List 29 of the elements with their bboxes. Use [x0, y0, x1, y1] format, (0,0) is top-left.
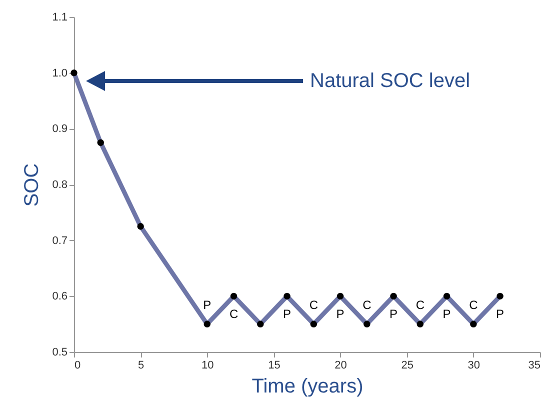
annotation: C — [416, 298, 425, 312]
x-tick-label: 0 — [74, 360, 81, 372]
y-tick-label: 1.0 — [52, 67, 68, 80]
x-tick-label: 10 — [202, 360, 214, 372]
annotation: P — [390, 307, 398, 322]
x-axis-title: Time (years) — [252, 376, 364, 398]
annotation: P — [336, 307, 344, 322]
y-tick-label: 0.8 — [52, 179, 68, 191]
y-tick-label: 0.5 — [52, 346, 68, 358]
annotation: P — [203, 298, 212, 312]
annotation: P — [283, 307, 292, 322]
annotation: P — [442, 307, 451, 322]
annotation: C — [362, 298, 372, 312]
x-tick-label: 5 — [138, 360, 144, 372]
x-tick-label: 15 — [268, 360, 280, 372]
annotation: Natural SOC level — [310, 70, 470, 92]
y-axis-title: SOC — [21, 163, 44, 207]
annotation: C — [229, 307, 238, 322]
x-tick-label: 35 — [528, 360, 540, 372]
y-tick-label: 0.7 — [52, 234, 68, 247]
y-tick-label: 0.6 — [52, 290, 68, 303]
y-tick-label: 0.9 — [52, 123, 68, 136]
annotation: C — [469, 298, 478, 312]
annotation: P — [496, 307, 504, 322]
x-tick-label: 25 — [401, 360, 414, 372]
annotation: C — [309, 298, 318, 312]
x-tick-label: 20 — [334, 360, 347, 372]
y-tick-label: 1.1 — [52, 12, 68, 24]
x-tick-label: 30 — [468, 360, 480, 372]
